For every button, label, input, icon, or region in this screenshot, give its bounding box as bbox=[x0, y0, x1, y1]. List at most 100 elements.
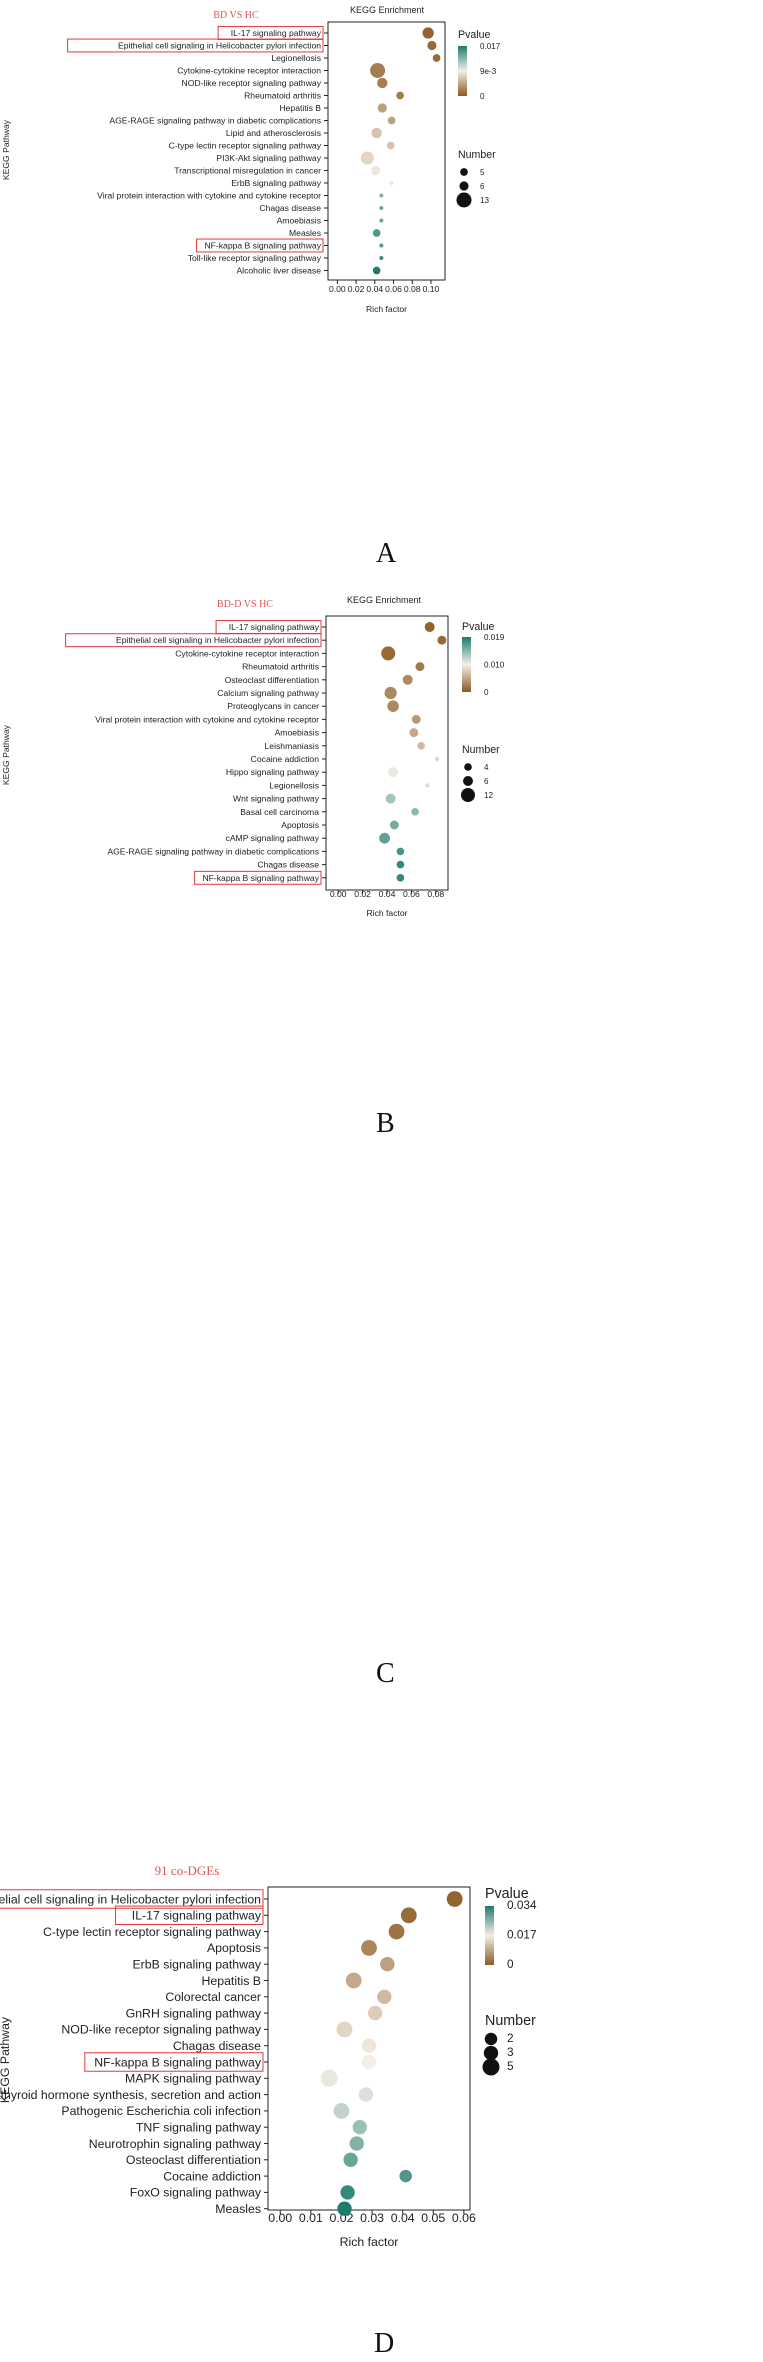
plot-frame-a bbox=[327, 21, 446, 281]
pathway-label: FoxO signaling pathway bbox=[130, 2186, 262, 2200]
data-point bbox=[388, 1923, 405, 1940]
data-point bbox=[384, 686, 397, 700]
data-point bbox=[411, 808, 419, 816]
pathway-label: Osteoclast differentiation bbox=[225, 675, 320, 685]
pvalue-colorbar-d bbox=[485, 1906, 494, 1965]
data-point bbox=[371, 127, 382, 139]
pathway-label: Measles bbox=[215, 2202, 261, 2216]
pathway-label: Apoptosis bbox=[207, 1941, 261, 1955]
pvalue-tick: 0.017 bbox=[480, 42, 501, 51]
pvalue-colorbar-a bbox=[458, 46, 467, 96]
pathway-label: Osteoclast differentiation bbox=[126, 2153, 261, 2167]
pathway-label: IL-17 signaling pathway bbox=[132, 1909, 262, 1923]
pvalue-colorbar-b bbox=[462, 637, 471, 692]
size-legend-label: 4 bbox=[484, 763, 489, 772]
x-tick-label: 0.05 bbox=[421, 2211, 445, 2225]
number-legend-title-d: Number bbox=[485, 2013, 536, 2029]
comparison-label-d: 91 co-DGEs bbox=[155, 1863, 220, 1878]
data-point bbox=[372, 229, 381, 237]
data-point bbox=[379, 218, 384, 223]
x-tick-label: 0.04 bbox=[379, 889, 396, 899]
data-point bbox=[379, 256, 384, 260]
data-point bbox=[427, 40, 437, 51]
data-point bbox=[437, 635, 447, 645]
size-legend-label: 6 bbox=[480, 182, 485, 191]
pathway-label: Measles bbox=[289, 228, 321, 238]
pathway-label: Cocaine addiction bbox=[251, 754, 320, 764]
pathway-label: Pathogenic Escherichia coli infection bbox=[61, 2104, 261, 2118]
x-axis-label-b: Rich factor bbox=[366, 908, 407, 918]
size-legend-dot bbox=[463, 776, 473, 786]
data-point bbox=[361, 1940, 377, 1956]
data-point bbox=[396, 860, 405, 869]
data-point bbox=[377, 77, 388, 89]
data-point bbox=[379, 243, 384, 248]
plot-frame-d bbox=[267, 1886, 471, 2211]
data-point bbox=[352, 2120, 368, 2135]
data-point bbox=[337, 2201, 352, 2216]
pathway-label: Viral protein interaction with cytokine … bbox=[97, 191, 321, 201]
pvalue-tick: 0 bbox=[507, 1957, 514, 1971]
pathway-label: Epithelial cell signaling in Helicobacte… bbox=[0, 1892, 261, 1906]
pathway-label: Legionellosis bbox=[269, 780, 319, 790]
data-point bbox=[379, 832, 390, 844]
panel-letter-b: B bbox=[376, 1108, 395, 1139]
highlight-box bbox=[196, 238, 324, 253]
pathway-label: Parathyroid hormone synthesis, secretion… bbox=[0, 2088, 261, 2102]
number-legend-title-b: Number bbox=[462, 744, 500, 756]
data-point bbox=[415, 662, 425, 672]
size-legend-label: 2 bbox=[507, 2031, 514, 2045]
pathway-label: NF-kappa B signaling pathway bbox=[204, 241, 321, 251]
pathway-label: Toll-like receptor signaling pathway bbox=[188, 253, 322, 263]
x-tick-label: 0.06 bbox=[385, 284, 402, 294]
size-legend-dot bbox=[483, 2045, 499, 2061]
x-tick-label: 0.04 bbox=[391, 2211, 415, 2225]
pathway-label: Leishmaniasis bbox=[265, 741, 319, 751]
highlight-box bbox=[0, 1889, 264, 1909]
data-point bbox=[385, 793, 396, 804]
x-tick-label: 0.04 bbox=[366, 284, 383, 294]
highlight-box bbox=[194, 870, 322, 885]
data-point bbox=[446, 1891, 463, 1907]
data-point bbox=[380, 1957, 395, 1972]
data-point bbox=[387, 116, 396, 125]
size-legend-dot bbox=[456, 192, 472, 208]
y-axis-label-b: KEGG Pathway bbox=[1, 724, 11, 785]
data-point bbox=[399, 2169, 412, 2183]
data-point bbox=[379, 206, 384, 210]
data-point bbox=[361, 2038, 377, 2053]
size-legend-dot bbox=[464, 763, 472, 771]
chart-title-b: KEGG Enrichment bbox=[347, 595, 422, 605]
pathway-label: cAMP signaling pathway bbox=[226, 833, 320, 843]
data-point bbox=[389, 181, 394, 185]
data-point bbox=[358, 2087, 374, 2102]
panel-letter-a: A bbox=[376, 538, 397, 569]
data-point bbox=[320, 2069, 338, 2087]
pathway-label: IL-17 signaling pathway bbox=[229, 622, 320, 632]
size-legend-label: 5 bbox=[507, 2059, 514, 2073]
pathway-label: Rheumatoid arthritis bbox=[244, 91, 321, 101]
data-point bbox=[396, 91, 404, 100]
panel-letter-d: D bbox=[374, 2328, 395, 2359]
pathway-label: Chagas disease bbox=[259, 203, 321, 213]
pathway-label: Amoebiasis bbox=[277, 216, 321, 226]
x-tick-label: 0.01 bbox=[299, 2211, 323, 2225]
size-legend-label: 5 bbox=[480, 168, 485, 177]
highlight-box bbox=[84, 2052, 264, 2072]
comparison-label-b: BD-D VS HC bbox=[217, 599, 273, 610]
pvalue-tick: 0.017 bbox=[507, 1928, 537, 1942]
size-legend-label: 3 bbox=[507, 2045, 514, 2059]
size-legend-dot bbox=[459, 181, 469, 191]
data-point bbox=[336, 2021, 353, 2038]
pathway-label: ErbB signaling pathway bbox=[132, 1958, 261, 1972]
pathway-label: TNF signaling pathway bbox=[136, 2121, 262, 2135]
data-point bbox=[432, 54, 441, 62]
pathway-label: Legionellosis bbox=[271, 53, 321, 63]
pathway-label: C-type lectin receptor signaling pathway bbox=[43, 1925, 262, 1939]
pathway-label: Epithelial cell signaling in Helicobacte… bbox=[116, 635, 319, 645]
pathway-label: Chagas disease bbox=[173, 2039, 261, 2053]
highlight-box bbox=[65, 633, 322, 648]
x-axis-label-d: Rich factor bbox=[340, 2235, 399, 2249]
